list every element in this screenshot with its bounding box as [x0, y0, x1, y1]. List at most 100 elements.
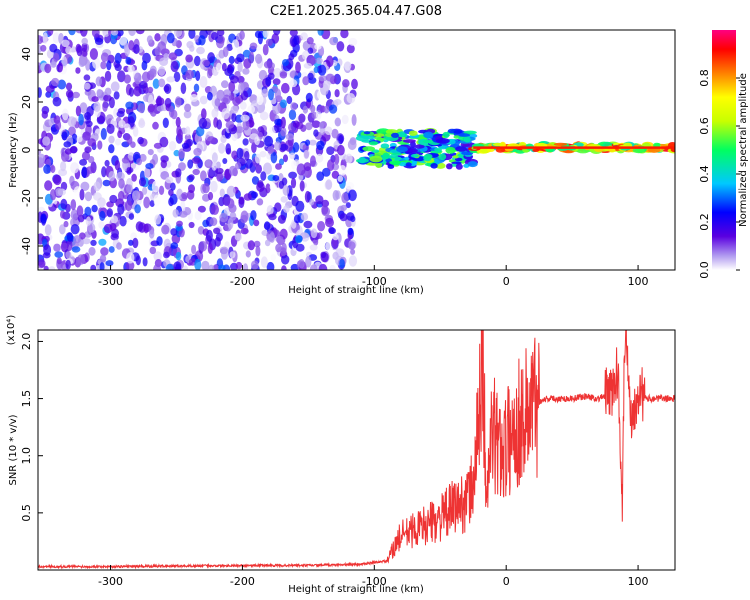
spectrogram-cell [173, 71, 181, 83]
spectrogram-cell [288, 171, 297, 179]
spectrogram-y-tick-label: 0 [20, 147, 33, 154]
spectrogram-cell [230, 105, 239, 114]
spectrogram-cell [124, 123, 131, 132]
snr-x-label: Height of straight line (km) [288, 584, 424, 595]
spectrogram-cell [285, 133, 295, 141]
spectrogram-cell [166, 32, 175, 44]
spectrogram-cell [292, 142, 300, 153]
spectrogram-cell [188, 184, 195, 194]
spectrogram-cell [348, 37, 358, 46]
spectrogram-cell [205, 159, 212, 167]
spectrogram-cell [159, 57, 169, 66]
spectrogram-cell [235, 162, 242, 170]
spectrogram-cell [350, 248, 356, 255]
spectrogram-cell [337, 144, 345, 156]
spectrogram-cell [100, 52, 109, 62]
spectrogram-cell [52, 32, 60, 44]
spectrogram-cell [87, 156, 95, 164]
spectrogram-cell [132, 237, 139, 249]
spectrogram-cell [325, 179, 333, 190]
spectrogram-cell [137, 103, 145, 114]
spectrogram-cell [127, 65, 135, 73]
spectrogram-cell [392, 152, 402, 156]
spectrogram-cell [319, 122, 324, 129]
spectrogram-cell [268, 88, 274, 101]
spectrogram-cell [254, 153, 261, 164]
spectrogram-cell [391, 132, 400, 138]
spectrogram-cell [38, 87, 42, 98]
spectrogram-cell [293, 35, 300, 46]
spectrogram-x-label: Height of straight line (km) [288, 285, 424, 296]
spectrogram-cell [348, 241, 356, 250]
spectrogram-cell [322, 167, 331, 177]
spectrogram-cell [207, 64, 214, 77]
spectrogram-cell [410, 153, 419, 158]
spectrogram-cell [109, 194, 118, 204]
spectrogram-cell [309, 244, 318, 251]
spectrogram-cell [423, 153, 433, 160]
spectrogram-cell [346, 44, 355, 54]
spectrogram-cell [269, 232, 275, 243]
spectrogram-cell [153, 251, 162, 262]
spectrogram-cell [253, 240, 261, 248]
spectrogram-cell [329, 36, 338, 46]
spectrogram-cell [222, 46, 229, 58]
colorbar-ticks: 0.0 0.2 0.4 0.6 0.8 [698, 69, 740, 279]
spectrogram-cell [463, 136, 471, 143]
spectrogram-cell [309, 139, 317, 146]
spectrogram-cell [180, 82, 187, 95]
spectrogram-cell [130, 141, 136, 148]
spectrogram-cell [292, 120, 300, 128]
spectrogram-cell [97, 197, 106, 208]
spectrogram-cell [70, 224, 80, 235]
spectrogram-cell [257, 180, 264, 189]
spectrogram-cell [141, 71, 151, 83]
spectrogram-cell [345, 202, 351, 209]
spectrogram-cell [54, 251, 63, 258]
spectrogram-cell [44, 224, 52, 236]
spectrogram-cell [283, 205, 290, 213]
snr-y-tick-label: 1.5 [20, 390, 33, 408]
spectrogram-cell [331, 128, 339, 139]
spectrogram-cell [206, 136, 216, 144]
spectrogram-x-axis: -300 -200 -100 0 100 [98, 265, 649, 288]
spectrogram-cell [81, 37, 88, 45]
spectrogram-cell [240, 114, 250, 122]
spectrogram-cell [402, 139, 416, 143]
spectrogram-cell [281, 177, 288, 186]
spectrogram-cell [338, 165, 347, 176]
spectrogram-cell [309, 264, 318, 270]
spectrogram-cell [232, 96, 241, 106]
spectrogram-cell [216, 119, 222, 130]
spectrogram-cell [65, 251, 72, 259]
spectrogram-cell [307, 47, 314, 54]
spectrogram-cell [56, 257, 62, 265]
spectrogram-cell [321, 204, 329, 215]
spectrogram-cell [211, 32, 219, 40]
spectrogram-cell [70, 199, 77, 211]
spectrogram-cell [161, 224, 170, 235]
spectrogram-cell [194, 55, 201, 67]
spectrogram-cell [218, 264, 226, 270]
spectrogram-cell [77, 254, 86, 265]
spectrogram-cell [217, 30, 225, 37]
spectrogram-cell [79, 189, 85, 201]
spectrogram-cell [247, 105, 256, 114]
spectrogram-cell [195, 70, 201, 82]
spectrogram-x-tick-label: 0 [503, 275, 510, 288]
spectrogram-cell [93, 101, 101, 112]
spectrogram-cell [265, 183, 271, 194]
spectrogram-cell [289, 152, 296, 160]
spectrogram-cell [350, 215, 356, 223]
spectrogram-cell [317, 105, 325, 113]
spectrogram-cell [259, 111, 269, 121]
spectrogram-cell [210, 180, 218, 193]
spectrogram-cell [317, 232, 323, 240]
spectrogram-cell [193, 147, 202, 157]
spectrogram-cell [132, 190, 141, 202]
spectrogram-cell [423, 131, 434, 139]
spectrogram-cell [254, 136, 260, 146]
spectrogram-cell [225, 143, 231, 155]
spectrogram-cell [181, 192, 189, 200]
spectrogram-cell [110, 215, 119, 224]
